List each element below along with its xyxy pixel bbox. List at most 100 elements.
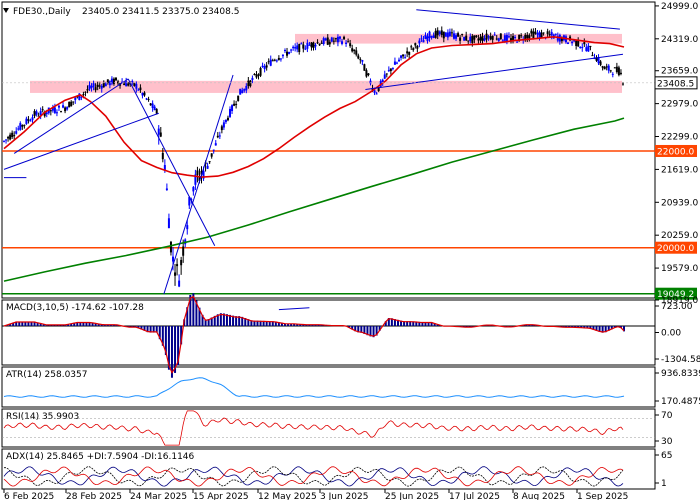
- candle-body: [528, 35, 531, 39]
- candle-body: [15, 131, 18, 134]
- last-price-label: 23408.5: [657, 79, 694, 89]
- indicator-panes: MACD(3,10,5) -174.62 -107.28 723.00 0.00 -1…: [2, 293, 700, 489]
- candle-body: [481, 35, 484, 42]
- last-price-tag: [654, 76, 698, 90]
- horizontal-levels: 22000.0 20000.0 19049.2: [2, 144, 697, 300]
- candle-body: [235, 103, 238, 105]
- candle-body: [137, 89, 140, 91]
- candle-body: [108, 81, 111, 86]
- candle-body: [430, 36, 433, 38]
- candle-body: [391, 68, 394, 70]
- candle-body: [145, 98, 148, 100]
- candle-body: [452, 33, 455, 39]
- candle-body: [9, 134, 12, 140]
- chart-header: FDE30.,Daily 23405.0 23411.5 23375.0 234…: [3, 7, 239, 17]
- candle-body: [194, 174, 197, 185]
- candle-body: [308, 44, 311, 46]
- candle-body: [338, 36, 341, 39]
- candle-body: [310, 42, 313, 48]
- candle-body: [363, 64, 366, 71]
- trendline: [3, 112, 159, 170]
- level-tag: [655, 287, 697, 300]
- candle-body: [353, 49, 356, 52]
- candle-body: [501, 40, 504, 42]
- candle-body: [534, 31, 537, 34]
- candle-body: [583, 42, 586, 45]
- candle-body: [459, 37, 462, 41]
- candle-body: [463, 36, 466, 41]
- candle-body: [336, 36, 339, 43]
- candle-body: [243, 88, 246, 91]
- candle-body: [560, 37, 563, 42]
- candle-body: [180, 259, 183, 266]
- candle-body: [422, 40, 425, 43]
- candle-body: [579, 46, 582, 49]
- candle-body: [477, 38, 480, 41]
- price-tick-label: 24319.0: [661, 35, 698, 45]
- atr-line: [3, 377, 625, 398]
- candle-body: [424, 35, 427, 39]
- trendline: [163, 74, 234, 295]
- candle-body: [70, 101, 73, 107]
- candle-body: [3, 140, 5, 142]
- candle-body: [611, 73, 614, 75]
- candle-body: [298, 44, 301, 53]
- candle-body: [196, 170, 199, 175]
- price-tick-label: 19579.0: [661, 264, 698, 274]
- candle-body: [131, 81, 134, 83]
- slow-ma-line: [3, 117, 625, 282]
- pane-frames: [1, 1, 656, 490]
- candle-body: [314, 44, 317, 47]
- candle-body: [106, 79, 109, 84]
- candle-body: [483, 38, 486, 41]
- candle-body: [176, 264, 179, 267]
- candle-body: [265, 65, 268, 68]
- candle-body: [25, 118, 28, 124]
- candle-body: [214, 143, 217, 146]
- symbol-label: FDE30.,Daily: [13, 7, 71, 17]
- candle-body: [322, 38, 325, 45]
- candle-body: [495, 38, 498, 40]
- pane-border: [1, 1, 656, 299]
- candle-body: [328, 41, 331, 45]
- indicator-tick-label: 936.8339: [661, 369, 700, 379]
- candle-body: [607, 65, 610, 71]
- candle-body: [326, 37, 329, 45]
- candle-body: [169, 241, 172, 253]
- adx-line: [4, 466, 624, 487]
- indicator-label: MACD(3,10,5) -174.62 -107.28: [6, 303, 144, 313]
- candle-body: [589, 45, 592, 47]
- candle-body: [275, 60, 278, 62]
- moving-averages: [3, 35, 625, 282]
- candle-body: [373, 90, 376, 93]
- candle-body: [220, 126, 223, 131]
- candle-body: [532, 31, 535, 38]
- candle-body: [434, 30, 437, 38]
- indicator-label: ATR(14) 258.0357: [6, 370, 88, 380]
- candle-body: [601, 66, 604, 68]
- candle-body: [414, 43, 417, 46]
- candle-body: [587, 45, 590, 52]
- candle-body: [51, 107, 54, 111]
- candle-body: [92, 83, 95, 87]
- candle-body: [385, 73, 388, 75]
- candle-body: [267, 61, 270, 63]
- candle-body: [281, 54, 284, 57]
- candle-body: [100, 85, 103, 89]
- candle-body: [241, 90, 244, 94]
- candle-body: [19, 123, 22, 130]
- candle-body: [556, 36, 559, 41]
- candle-body: [68, 101, 71, 108]
- candle-body: [82, 94, 85, 96]
- candle-body: [259, 67, 262, 76]
- candle-body: [554, 33, 557, 35]
- candle-body: [355, 50, 358, 55]
- candle-body: [585, 47, 588, 51]
- time-tick-label: 1 Sep 2025: [577, 492, 628, 500]
- candle-body: [387, 70, 390, 72]
- candle-body: [80, 96, 83, 98]
- candle-body: [438, 31, 441, 35]
- candle-body: [7, 137, 10, 139]
- time-tick-label: 24 Mar 2025: [130, 492, 187, 500]
- collapse-triangle-icon[interactable]: [3, 8, 9, 13]
